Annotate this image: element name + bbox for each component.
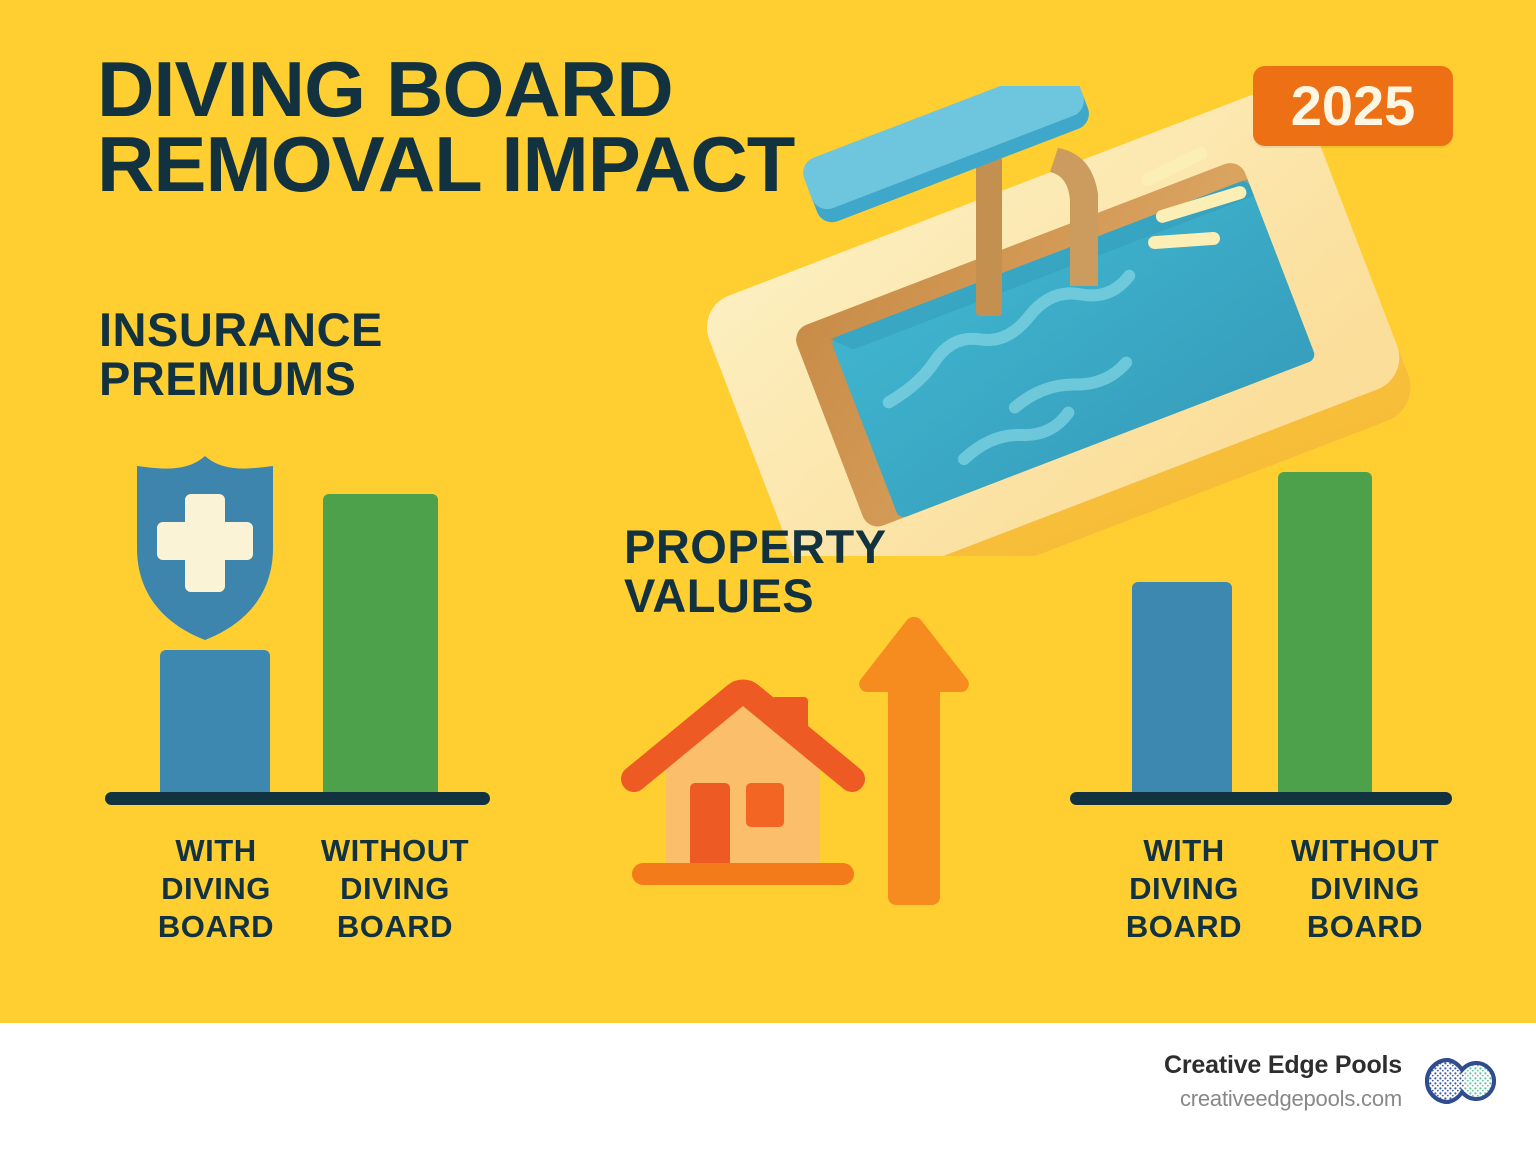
bar-with-diving-board: [1132, 582, 1232, 795]
brand-url: creativeedgepools.com: [1179, 1086, 1402, 1112]
bar-label-without-diving-board: WITHOUT DIVING BOARD: [320, 833, 470, 944]
bar-with-diving-board: [160, 650, 270, 795]
shield-plus-icon: [125, 452, 285, 644]
year-badge-label: 2025: [1290, 74, 1416, 137]
title-line-1: DIVING BOARD: [97, 45, 674, 133]
chart-baseline: [1070, 792, 1452, 805]
section-heading-insurance: INSURANCE PREMIUMS: [99, 303, 383, 406]
footer-text-block: Creative Edge Pools creativeedgepools.co…: [1164, 1050, 1402, 1114]
bar-without-diving-board: [1278, 472, 1372, 795]
title-line-2: REMOVAL IMPACT: [97, 119, 795, 208]
bar-without-diving-board: [323, 494, 438, 795]
footer-branding: Creative Edge Pools creativeedgepools.co…: [1164, 1050, 1500, 1114]
section-heading-property: PROPERTY VALUES: [624, 520, 886, 623]
isometric-pool-illustration: [676, 64, 1436, 627]
poster-canvas: DIVING BOARD REMOVAL IMPACT 2025 INSURAN…: [0, 0, 1536, 1023]
bar-label-with-diving-board: WITH DIVING BOARD: [1125, 833, 1243, 944]
chart-baseline: [105, 792, 490, 805]
house-icon: [618, 655, 868, 905]
bar-label-without-diving-board: WITHOUT DIVING BOARD: [1290, 833, 1440, 944]
page-title: DIVING BOARD REMOVAL IMPACT: [97, 50, 1015, 208]
bar-label-with-diving-board: WITH DIVING BOARD: [157, 833, 275, 944]
up-arrow-icon: [855, 613, 973, 909]
brand-name: Creative Edge Pools: [1164, 1051, 1402, 1079]
year-badge: 2025: [1253, 66, 1453, 146]
chart-insurance-premiums: WITH DIVING BOARD WITHOUT DIVING BOARD: [0, 0, 520, 1023]
chart-property-values: WITH DIVING BOARD WITHOUT DIVING BOARD: [1020, 0, 1536, 1023]
footer-bar: Creative Edge Pools creativeedgepools.co…: [0, 1023, 1536, 1154]
pool-peanut-logo-icon: [1424, 1052, 1500, 1112]
